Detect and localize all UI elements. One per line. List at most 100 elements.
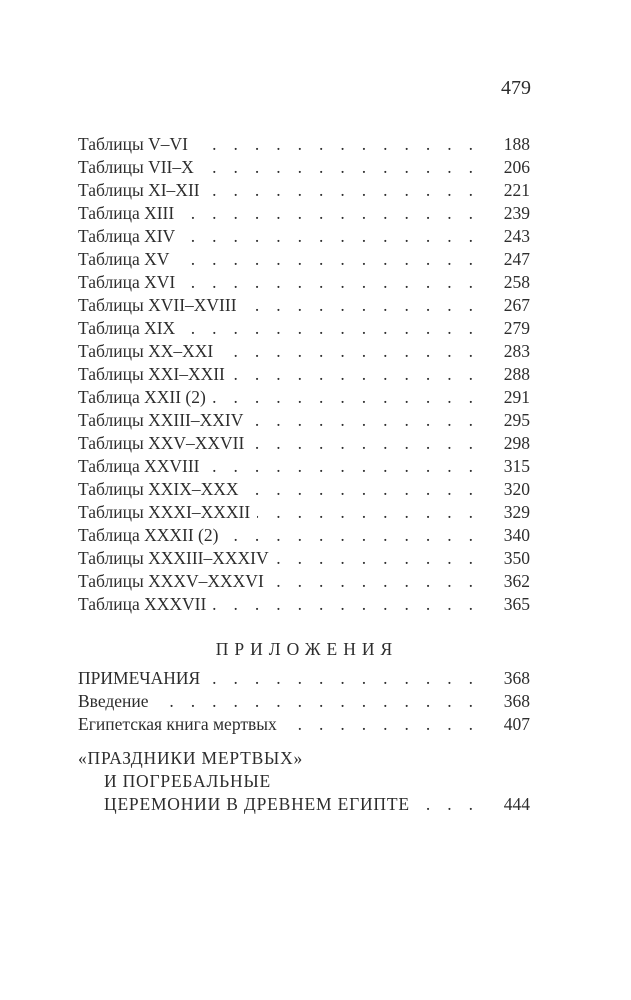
toc-label: Таблицы VII–X — [78, 157, 194, 177]
toc-label: Таблицы XX–XXI — [78, 341, 214, 361]
festivals-entry: «ПРАЗДНИКИ МЕРТВЫХ» И ПОГРЕБАЛЬНЫЕ ЦЕРЕМ… — [78, 747, 530, 816]
toc-row: Таблицы XXXI–XXXII 329 — [78, 501, 530, 524]
toc-row: ПРИМЕЧАНИЯ 368 — [78, 667, 530, 690]
toc-page: 288 — [503, 364, 530, 384]
toc-row: Таблицы XVII–XVIII 267 — [78, 294, 530, 317]
dot-leader — [182, 271, 490, 294]
toc-label: Таблица XVI — [78, 272, 176, 292]
toc-row: Таблицы XXXV–XXXVI 362 — [78, 570, 530, 593]
toc-label: Таблицы XXV–XXVII — [78, 433, 245, 453]
toc-label: Таблица XV — [78, 249, 170, 269]
toc-page: 368 — [503, 668, 530, 688]
dot-leader — [417, 793, 490, 816]
toc-page: 320 — [503, 479, 530, 499]
toc-page: 329 — [503, 502, 530, 522]
dot-leader — [207, 667, 490, 690]
festivals-entry-line1: «ПРАЗДНИКИ МЕРТВЫХ» — [78, 748, 304, 768]
toc-row: Таблица XXXII (2) 340 — [78, 524, 530, 547]
toc-page: 407 — [503, 714, 530, 734]
dot-leader — [182, 317, 490, 340]
toc-page: 365 — [503, 594, 530, 614]
dot-leader — [207, 179, 490, 202]
toc-label: Таблица XXXII (2) — [78, 525, 219, 545]
toc-row: Египетская книга мертвых 407 — [78, 713, 530, 736]
dot-leader — [251, 432, 490, 455]
page-number: 479 — [501, 77, 531, 99]
toc-row: Таблицы XXIII–XXIV 295 — [78, 409, 530, 432]
toc-row: Таблицы XI–XII 221 — [78, 179, 530, 202]
toc-row: Таблицы VII–X 206 — [78, 156, 530, 179]
toc-label: Введение — [78, 691, 149, 711]
toc-row: Таблица XVI 258 — [78, 271, 530, 294]
toc-row: Таблицы V–VI 188 — [78, 133, 530, 156]
toc-row: Таблицы XXI–XXII 288 — [78, 363, 530, 386]
toc-page: 444 — [503, 794, 530, 814]
toc-label: Таблица XIV — [78, 226, 176, 246]
toc-label: Таблицы XXXV–XXXVI — [78, 571, 264, 591]
toc-label: Таблицы XXI–XXII — [78, 364, 225, 384]
toc-page: 298 — [503, 433, 530, 453]
toc-row: Таблица XXVIII 315 — [78, 455, 530, 478]
toc-page: 206 — [503, 157, 530, 177]
dot-leader — [225, 524, 490, 547]
toc-label: ПРИМЕЧАНИЯ — [78, 668, 201, 688]
dot-leader — [182, 225, 490, 248]
toc-label: Таблицы V–VI — [78, 134, 188, 154]
toc-page: 239 — [503, 203, 530, 223]
toc-row: Таблица XV 247 — [78, 248, 530, 271]
dot-leader — [207, 455, 491, 478]
toc-page: 283 — [503, 341, 530, 361]
dot-leader — [213, 593, 490, 616]
toc-label: Таблица XXVIII — [78, 456, 200, 476]
dot-leader — [181, 202, 490, 225]
toc-page: 221 — [503, 180, 530, 200]
toc-page: 188 — [503, 134, 530, 154]
toc-row: Таблица XXII (2) 291 — [78, 386, 530, 409]
dot-leader — [244, 294, 490, 317]
toc-label: Египетская книга мертвых — [78, 714, 277, 734]
toc-row: Таблица XIV 243 — [78, 225, 530, 248]
table-of-contents: Таблицы V–VI 188 Таблицы VII–X 206 Табли… — [78, 133, 530, 816]
dot-leader — [284, 713, 490, 736]
dot-leader — [220, 340, 490, 363]
toc-row: Таблицы XXXIII–XXXIV 350 — [78, 547, 530, 570]
appendix-entries: ПРИМЕЧАНИЯ 368 Введение 368 Египетская к… — [78, 667, 530, 736]
toc-label: Таблица XXII (2) — [78, 387, 206, 407]
dot-leader — [201, 156, 490, 179]
toc-row: Таблица XIX 279 — [78, 317, 530, 340]
festivals-entry-line2: И ПОГРЕБАЛЬНЫЕ — [104, 771, 271, 791]
toc-label: Таблицы XI–XII — [78, 180, 200, 200]
toc-label: Таблицы XXIX–XXX — [78, 479, 239, 499]
toc-row: Таблицы XX–XXI 283 — [78, 340, 530, 363]
toc-page: 291 — [503, 387, 530, 407]
toc-label: Таблицы XXIII–XXIV — [78, 410, 244, 430]
dot-leader — [232, 363, 490, 386]
toc-page: 267 — [503, 295, 530, 315]
toc-page: 350 — [503, 548, 530, 568]
dot-leader — [195, 133, 490, 156]
toc-label: Таблицы XXXIII–XXXIV — [78, 548, 269, 568]
toc-row: ЦЕРЕМОНИИ В ДРЕВНЕМ ЕГИПТЕ 444 — [104, 793, 530, 816]
toc-page: 279 — [503, 318, 530, 338]
dot-leader — [257, 501, 490, 524]
toc-page: 247 — [503, 249, 530, 269]
dot-leader — [156, 690, 490, 713]
toc-page: 362 — [503, 571, 530, 591]
toc-label: Таблицы XXXI–XXXII — [78, 502, 251, 522]
dot-leader — [213, 386, 490, 409]
toc-page: 258 — [503, 272, 530, 292]
dot-leader — [246, 478, 491, 501]
toc-row: Таблицы XXV–XXVII 298 — [78, 432, 530, 455]
toc-label: ЦЕРЕМОНИИ В ДРЕВНЕМ ЕГИПТЕ — [104, 794, 410, 814]
toc-row: Таблицы XXIX–XXX 320 — [78, 478, 530, 501]
toc-row: Таблица XIII 239 — [78, 202, 530, 225]
toc-row: Таблица XXXVII 365 — [78, 593, 530, 616]
toc-row: Введение 368 — [78, 690, 530, 713]
toc-page: 315 — [503, 456, 530, 476]
dot-leader — [176, 248, 490, 271]
dot-leader — [276, 547, 490, 570]
dot-leader — [250, 409, 490, 432]
toc-page: 243 — [503, 226, 530, 246]
toc-page: 340 — [503, 525, 530, 545]
appendix-section-header: ПРИЛОЖЕНИЯ — [215, 639, 399, 659]
